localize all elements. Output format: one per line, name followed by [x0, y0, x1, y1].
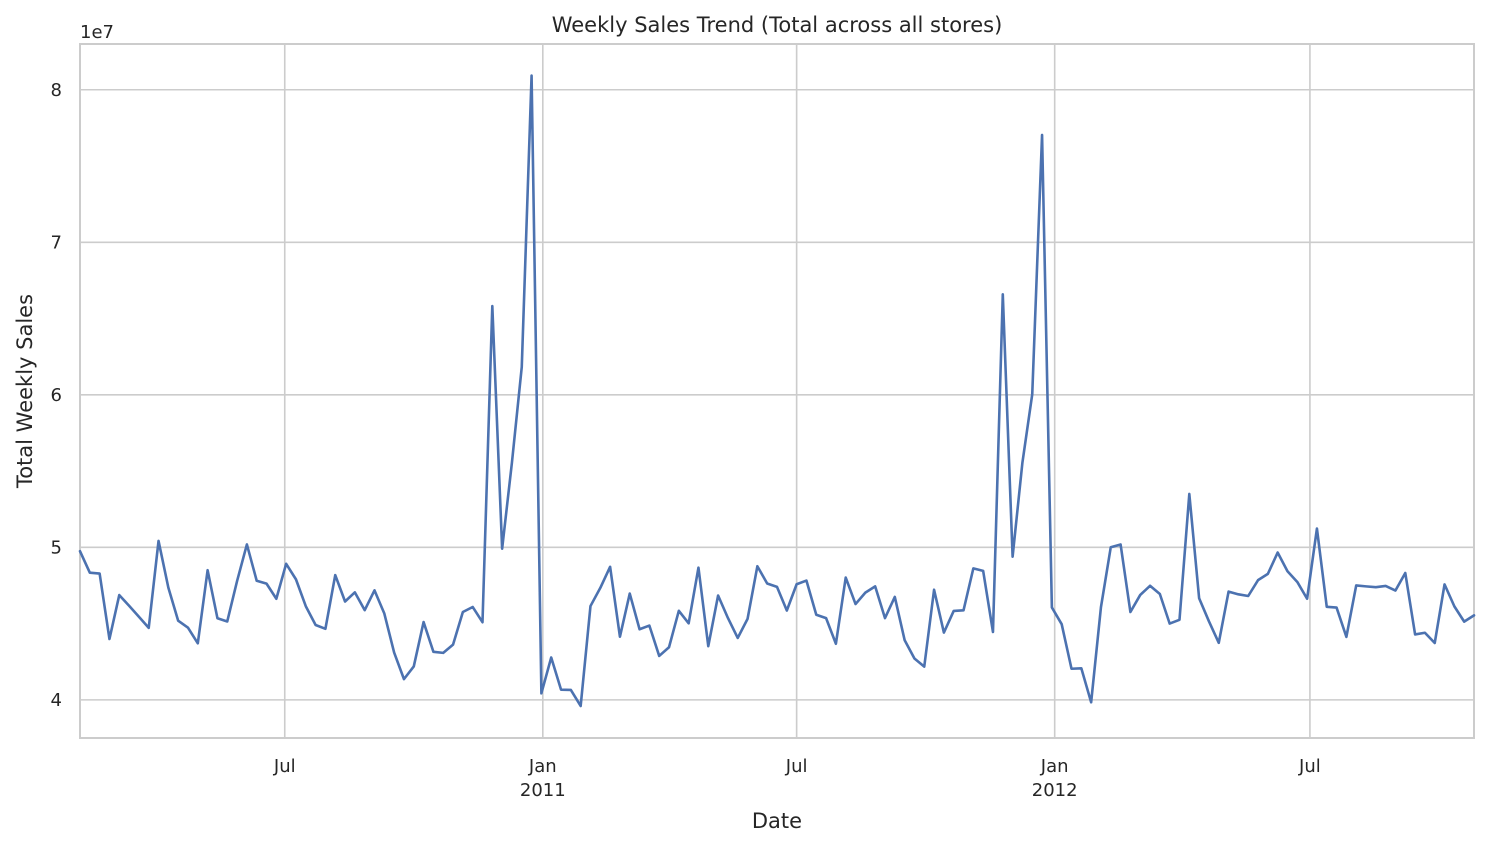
series-line — [78, 74, 1476, 708]
x-tick-label: Jul — [273, 756, 296, 777]
x-axis-label: Date — [752, 809, 802, 833]
y-tick-label: 8 — [51, 80, 62, 101]
x-tick-label: Jan — [528, 756, 557, 777]
x-tick-sublabel: 2011 — [520, 780, 566, 801]
y-tick-label: 6 — [51, 385, 62, 406]
y-tick-labels: 4 5 6 7 8 — [51, 80, 62, 711]
y-axis-label: Total Weekly Sales — [13, 294, 37, 489]
y-tick-label: 7 — [51, 232, 62, 253]
y-gridlines — [80, 88, 1474, 701]
x-tick-label: Jan — [1040, 756, 1069, 777]
y-tick-label: 4 — [51, 690, 62, 711]
y-scale-note: 1e7 — [80, 22, 114, 43]
chart-title: Weekly Sales Trend (Total across all sto… — [552, 13, 1003, 37]
x-tick-label: Jul — [1298, 756, 1321, 777]
plot-frame — [79, 43, 1475, 739]
x-tick-label: Jul — [785, 756, 808, 777]
x-gridlines — [283, 44, 1311, 738]
y-tick-label: 5 — [51, 537, 62, 558]
x-tick-labels: Jul Jan 2011 Jul Jan 2012 Jul — [273, 756, 1321, 801]
x-tick-sublabel: 2012 — [1032, 780, 1078, 801]
